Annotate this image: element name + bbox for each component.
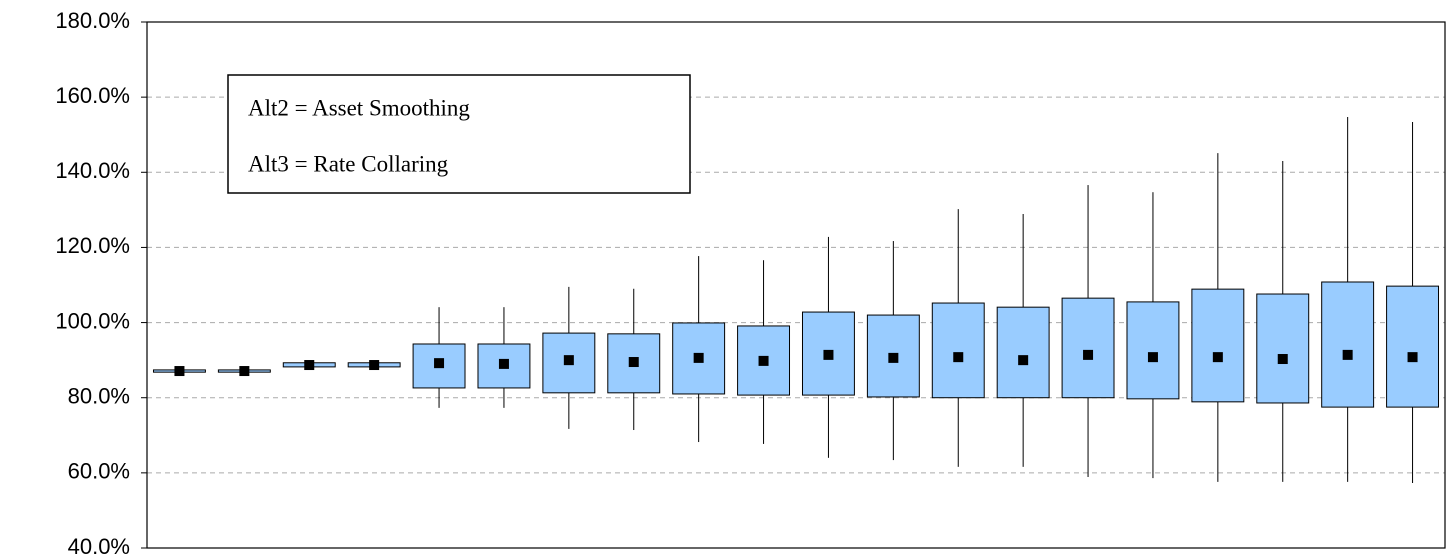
- mean-marker: [1277, 354, 1288, 365]
- y-tick-label: 120.0%: [55, 233, 130, 258]
- mean-marker: [1147, 352, 1158, 363]
- mean-marker: [1018, 355, 1029, 366]
- box: [931, 302, 985, 399]
- y-tick-label: 180.0%: [55, 8, 130, 33]
- mean-marker: [174, 366, 185, 377]
- plot-frame: [146, 21, 1446, 549]
- mean-marker: [628, 357, 639, 368]
- mean-marker: [304, 360, 315, 371]
- box: [477, 343, 531, 389]
- box: [996, 306, 1050, 399]
- y-tick-label: 60.0%: [68, 459, 130, 484]
- box: [1386, 285, 1440, 408]
- annotation: Alt2 = Asset Smoothing: [248, 95, 470, 120]
- box: [1256, 293, 1310, 404]
- y-tick-label: 40.0%: [68, 534, 130, 559]
- box: [1191, 288, 1245, 403]
- y-tick-label: 140.0%: [55, 158, 130, 183]
- y-tick-label: 80.0%: [68, 384, 130, 409]
- mean-marker: [1212, 352, 1223, 363]
- mean-marker: [563, 355, 574, 366]
- mean-marker: [1407, 352, 1418, 363]
- mean-marker: [888, 352, 899, 363]
- y-tick-label: 160.0%: [55, 83, 130, 108]
- mean-marker: [239, 366, 250, 377]
- y-tick-label: 100.0%: [55, 308, 130, 333]
- mean-marker: [369, 360, 380, 371]
- box: [1061, 297, 1115, 399]
- annotation-box: [227, 74, 691, 194]
- box: [1321, 281, 1375, 408]
- mean-marker: [1083, 349, 1094, 360]
- box: [1126, 301, 1180, 400]
- mean-marker: [953, 352, 964, 363]
- mean-marker: [693, 352, 704, 363]
- mean-marker: [498, 358, 509, 369]
- mean-marker: [434, 358, 445, 369]
- annotation: Alt3 = Rate Collaring: [248, 151, 449, 176]
- mean-marker: [758, 355, 769, 366]
- mean-marker: [823, 349, 834, 360]
- mean-marker: [1342, 349, 1353, 360]
